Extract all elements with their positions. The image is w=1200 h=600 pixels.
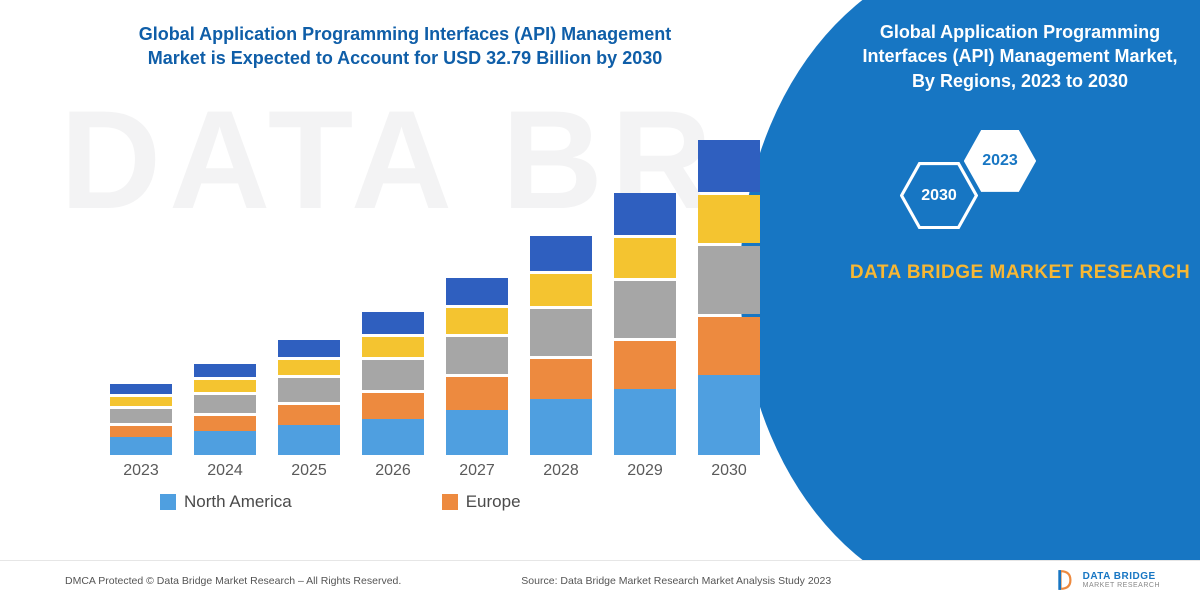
footer-copyright: DMCA Protected © Data Bridge Market Rese… <box>65 575 401 587</box>
bar-column <box>194 361 256 455</box>
x-axis-label: 2027 <box>446 462 508 480</box>
bar-segment-north_america <box>446 410 508 455</box>
footer: DMCA Protected © Data Bridge Market Rese… <box>0 560 1200 600</box>
chart-panel: Global Application Programming Interface… <box>0 0 800 560</box>
legend: North America Europe <box>160 492 521 512</box>
legend-item: North America <box>160 492 292 512</box>
bar-segment-mea <box>362 337 424 358</box>
bar-segment-latam <box>530 236 592 270</box>
bar-segment-mea <box>446 308 508 334</box>
x-axis-label: 2029 <box>614 462 676 480</box>
bar-segment-mea <box>698 195 760 243</box>
bar-column <box>698 137 760 455</box>
hex-2023-label: 2023 <box>982 152 1018 170</box>
legend-label: Europe <box>466 492 521 512</box>
x-axis-label: 2030 <box>698 462 760 480</box>
x-axis-label: 2023 <box>110 462 172 480</box>
bar-segment-apac <box>278 378 340 402</box>
bar-column <box>446 275 508 455</box>
chart-area <box>110 110 760 455</box>
logo-icon <box>1055 569 1077 591</box>
bar-segment-mea <box>278 360 340 376</box>
hex-2023: 2023 <box>964 130 1036 192</box>
bar-segment-latam <box>446 278 508 306</box>
bar-segment-north_america <box>530 399 592 455</box>
bar-segment-apac <box>698 246 760 314</box>
x-axis: 2023 2024 2025 2026 2027 2028 2029 2030 <box>110 462 760 480</box>
bar-segment-europe <box>110 426 172 438</box>
hex-2030-label: 2030 <box>921 187 957 205</box>
footer-logo: DATA BRIDGE MARKET RESEARCH <box>1055 569 1160 591</box>
bar-segment-europe <box>194 416 256 432</box>
legend-label: North America <box>184 492 292 512</box>
legend-swatch <box>160 494 176 510</box>
bar-column <box>530 233 592 455</box>
bar-segment-latam <box>362 312 424 334</box>
bar-segment-apac <box>362 360 424 390</box>
bar-segment-apac <box>614 281 676 338</box>
bar-segment-europe <box>614 341 676 389</box>
bar-segment-north_america <box>698 375 760 455</box>
x-axis-label: 2024 <box>194 462 256 480</box>
footer-source: Source: Data Bridge Market Research Mark… <box>521 575 831 587</box>
bar-segment-mea <box>530 274 592 306</box>
bar-segment-apac <box>194 395 256 413</box>
bar-segment-mea <box>194 380 256 392</box>
bar-segment-latam <box>278 340 340 357</box>
chart-title: Global Application Programming Interface… <box>110 22 700 71</box>
bar-segment-mea <box>614 238 676 277</box>
bar-column <box>110 381 172 455</box>
bar-segment-north_america <box>362 419 424 455</box>
bar-segment-apac <box>446 337 508 374</box>
bar-segment-europe <box>698 317 760 375</box>
bar-segment-mea <box>110 397 172 406</box>
bar-segment-europe <box>362 393 424 419</box>
logo-text-wrap: DATA BRIDGE MARKET RESEARCH <box>1083 572 1160 589</box>
right-panel: Global Application Programming Interface… <box>800 0 1200 560</box>
bar-segment-north_america <box>278 425 340 455</box>
bar-segment-north_america <box>614 389 676 455</box>
bar-segment-europe <box>278 405 340 426</box>
logo-subtext: MARKET RESEARCH <box>1083 582 1160 589</box>
page-root: DATA BR Global Application Programming I… <box>0 0 1200 600</box>
right-title: Global Application Programming Interface… <box>840 20 1200 93</box>
bar-column <box>278 337 340 455</box>
bar-segment-europe <box>446 377 508 409</box>
bar-segment-apac <box>530 309 592 356</box>
bar-segment-north_america <box>110 437 172 455</box>
x-axis-label: 2028 <box>530 462 592 480</box>
bar-segment-apac <box>110 409 172 423</box>
right-inner: Global Application Programming Interface… <box>840 0 1200 560</box>
bar-segment-europe <box>530 359 592 398</box>
bar-segment-north_america <box>194 431 256 455</box>
bar-column <box>614 190 676 455</box>
brand-name: DATA BRIDGE MARKET RESEARCH <box>840 260 1200 287</box>
bar-group <box>110 110 760 455</box>
legend-swatch <box>442 494 458 510</box>
year-hex-group: 2030 2023 <box>900 130 1100 250</box>
legend-item: Europe <box>442 492 521 512</box>
logo-text: DATA BRIDGE <box>1083 572 1160 582</box>
bar-column <box>362 309 424 455</box>
bar-segment-latam <box>110 384 172 394</box>
bar-segment-latam <box>698 140 760 192</box>
bar-segment-latam <box>614 193 676 235</box>
bar-segment-latam <box>194 364 256 377</box>
x-axis-label: 2026 <box>362 462 424 480</box>
x-axis-label: 2025 <box>278 462 340 480</box>
